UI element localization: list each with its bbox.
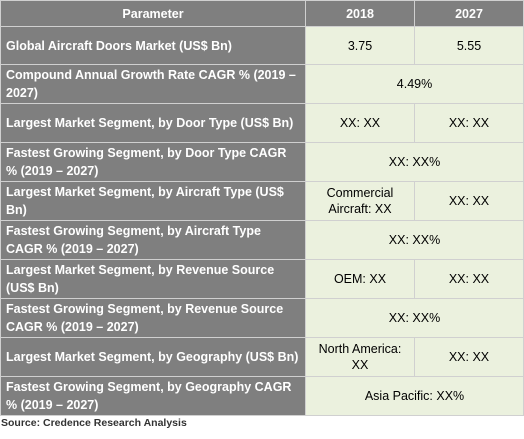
row-label: Largest Market Segment, by Door Type (US… xyxy=(0,103,306,143)
value-cell: XX: XX xyxy=(414,103,524,143)
row-label: Fastest Growing Segment, by Door Type CA… xyxy=(0,142,306,182)
value-cell: 4.49% xyxy=(305,64,524,104)
table-row: Fastest Growing Segment, by Aircraft Typ… xyxy=(0,220,524,260)
value-cell: XX: XX xyxy=(414,181,524,221)
table-row: Fastest Growing Segment, by Door Type CA… xyxy=(0,142,524,182)
value-cell: 5.55 xyxy=(414,26,524,65)
row-label: Fastest Growing Segment, by Geography CA… xyxy=(0,376,306,416)
value-cell: XX: XX% xyxy=(305,298,524,338)
source-note: Source: Credence Research Analysis xyxy=(1,417,187,429)
value-cell: XX: XX xyxy=(305,103,415,143)
table-row: Largest Market Segment, by Door Type (US… xyxy=(0,103,524,143)
data-table: Parameter 2018 2027 Global Aircraft Doors … xyxy=(0,0,524,416)
value-cell: Asia Pacific: XX% xyxy=(305,376,524,416)
header-cell: 2018 xyxy=(305,0,415,27)
table-row: Largest Market Segment, by Aircraft Type… xyxy=(0,181,524,221)
row-label: Fastest Growing Segment, by Aircraft Typ… xyxy=(0,220,306,260)
header-row: Parameter 2018 2027 xyxy=(0,0,524,27)
value-cell: 3.75 xyxy=(305,26,415,65)
value-cell: OEM: XX xyxy=(305,259,415,299)
value-cell: North America: XX xyxy=(305,337,415,377)
value-cell: Commercial Aircraft: XX xyxy=(305,181,415,221)
value-cell: XX: XX xyxy=(414,259,524,299)
row-label: Largest Market Segment, by Revenue Sourc… xyxy=(0,259,306,299)
row-label: Largest Market Segment, by Aircraft Type… xyxy=(0,181,306,221)
value-cell: XX: XX xyxy=(414,337,524,377)
row-label: Fastest Growing Segment, by Revenue Sour… xyxy=(0,298,306,338)
table-row: Largest Market Segment, by Revenue Sourc… xyxy=(0,259,524,299)
table-row: Largest Market Segment, by Geography (US… xyxy=(0,337,524,377)
table-row: Compound Annual Growth Rate CAGR % (2019… xyxy=(0,64,524,104)
table-body: Global Aircraft Doors Market (US$ Bn) 3.7… xyxy=(0,26,524,416)
table-row: Global Aircraft Doors Market (US$ Bn) 3.7… xyxy=(0,26,524,65)
row-label: Global Aircraft Doors Market (US$ Bn) xyxy=(0,26,306,65)
table-row: Fastest Growing Segment, by Geography CA… xyxy=(0,376,524,416)
header-cell: Parameter xyxy=(0,0,306,27)
table-row: Fastest Growing Segment, by Revenue Sour… xyxy=(0,298,524,338)
value-cell: XX: XX% xyxy=(305,220,524,260)
value-cell: XX: XX% xyxy=(305,142,524,182)
header-cell: 2027 xyxy=(414,0,524,27)
row-label: Compound Annual Growth Rate CAGR % (2019… xyxy=(0,64,306,104)
row-label: Largest Market Segment, by Geography (US… xyxy=(0,337,306,377)
